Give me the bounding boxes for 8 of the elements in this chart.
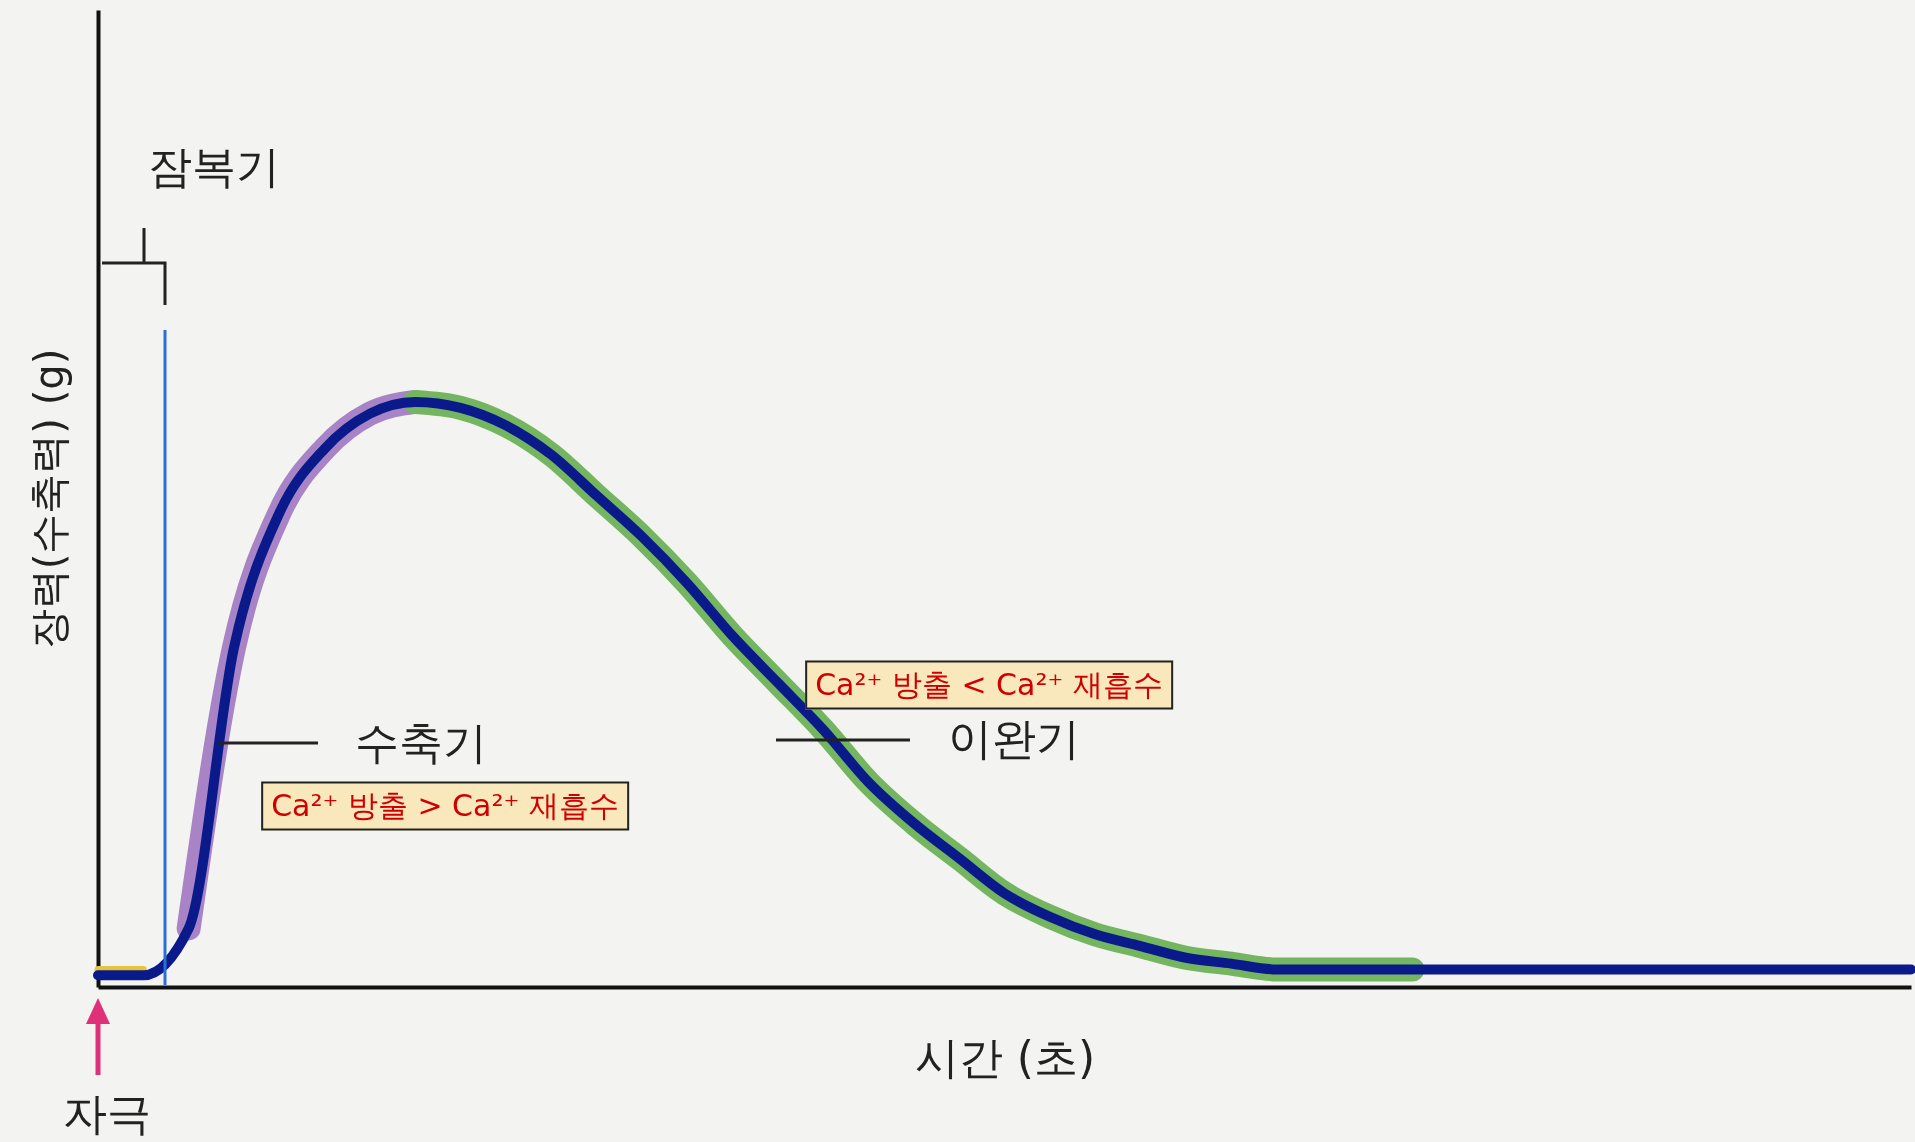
y-axis-title: 장력(수축력) (g) [25, 348, 72, 650]
annotation: 수축기 [355, 715, 487, 770]
text: 자극 [63, 1086, 151, 1141]
x-axis-title: 시간 (초) [914, 1031, 1096, 1083]
text: 잠복기 [148, 139, 280, 194]
annotation: 이완기 [948, 711, 1080, 766]
annotation: Ca²⁺ 방출 < Ca²⁺ 재흡수 [805, 660, 1173, 710]
annotation: Ca²⁺ 방출 > Ca²⁺ 재흡수 [261, 781, 629, 831]
